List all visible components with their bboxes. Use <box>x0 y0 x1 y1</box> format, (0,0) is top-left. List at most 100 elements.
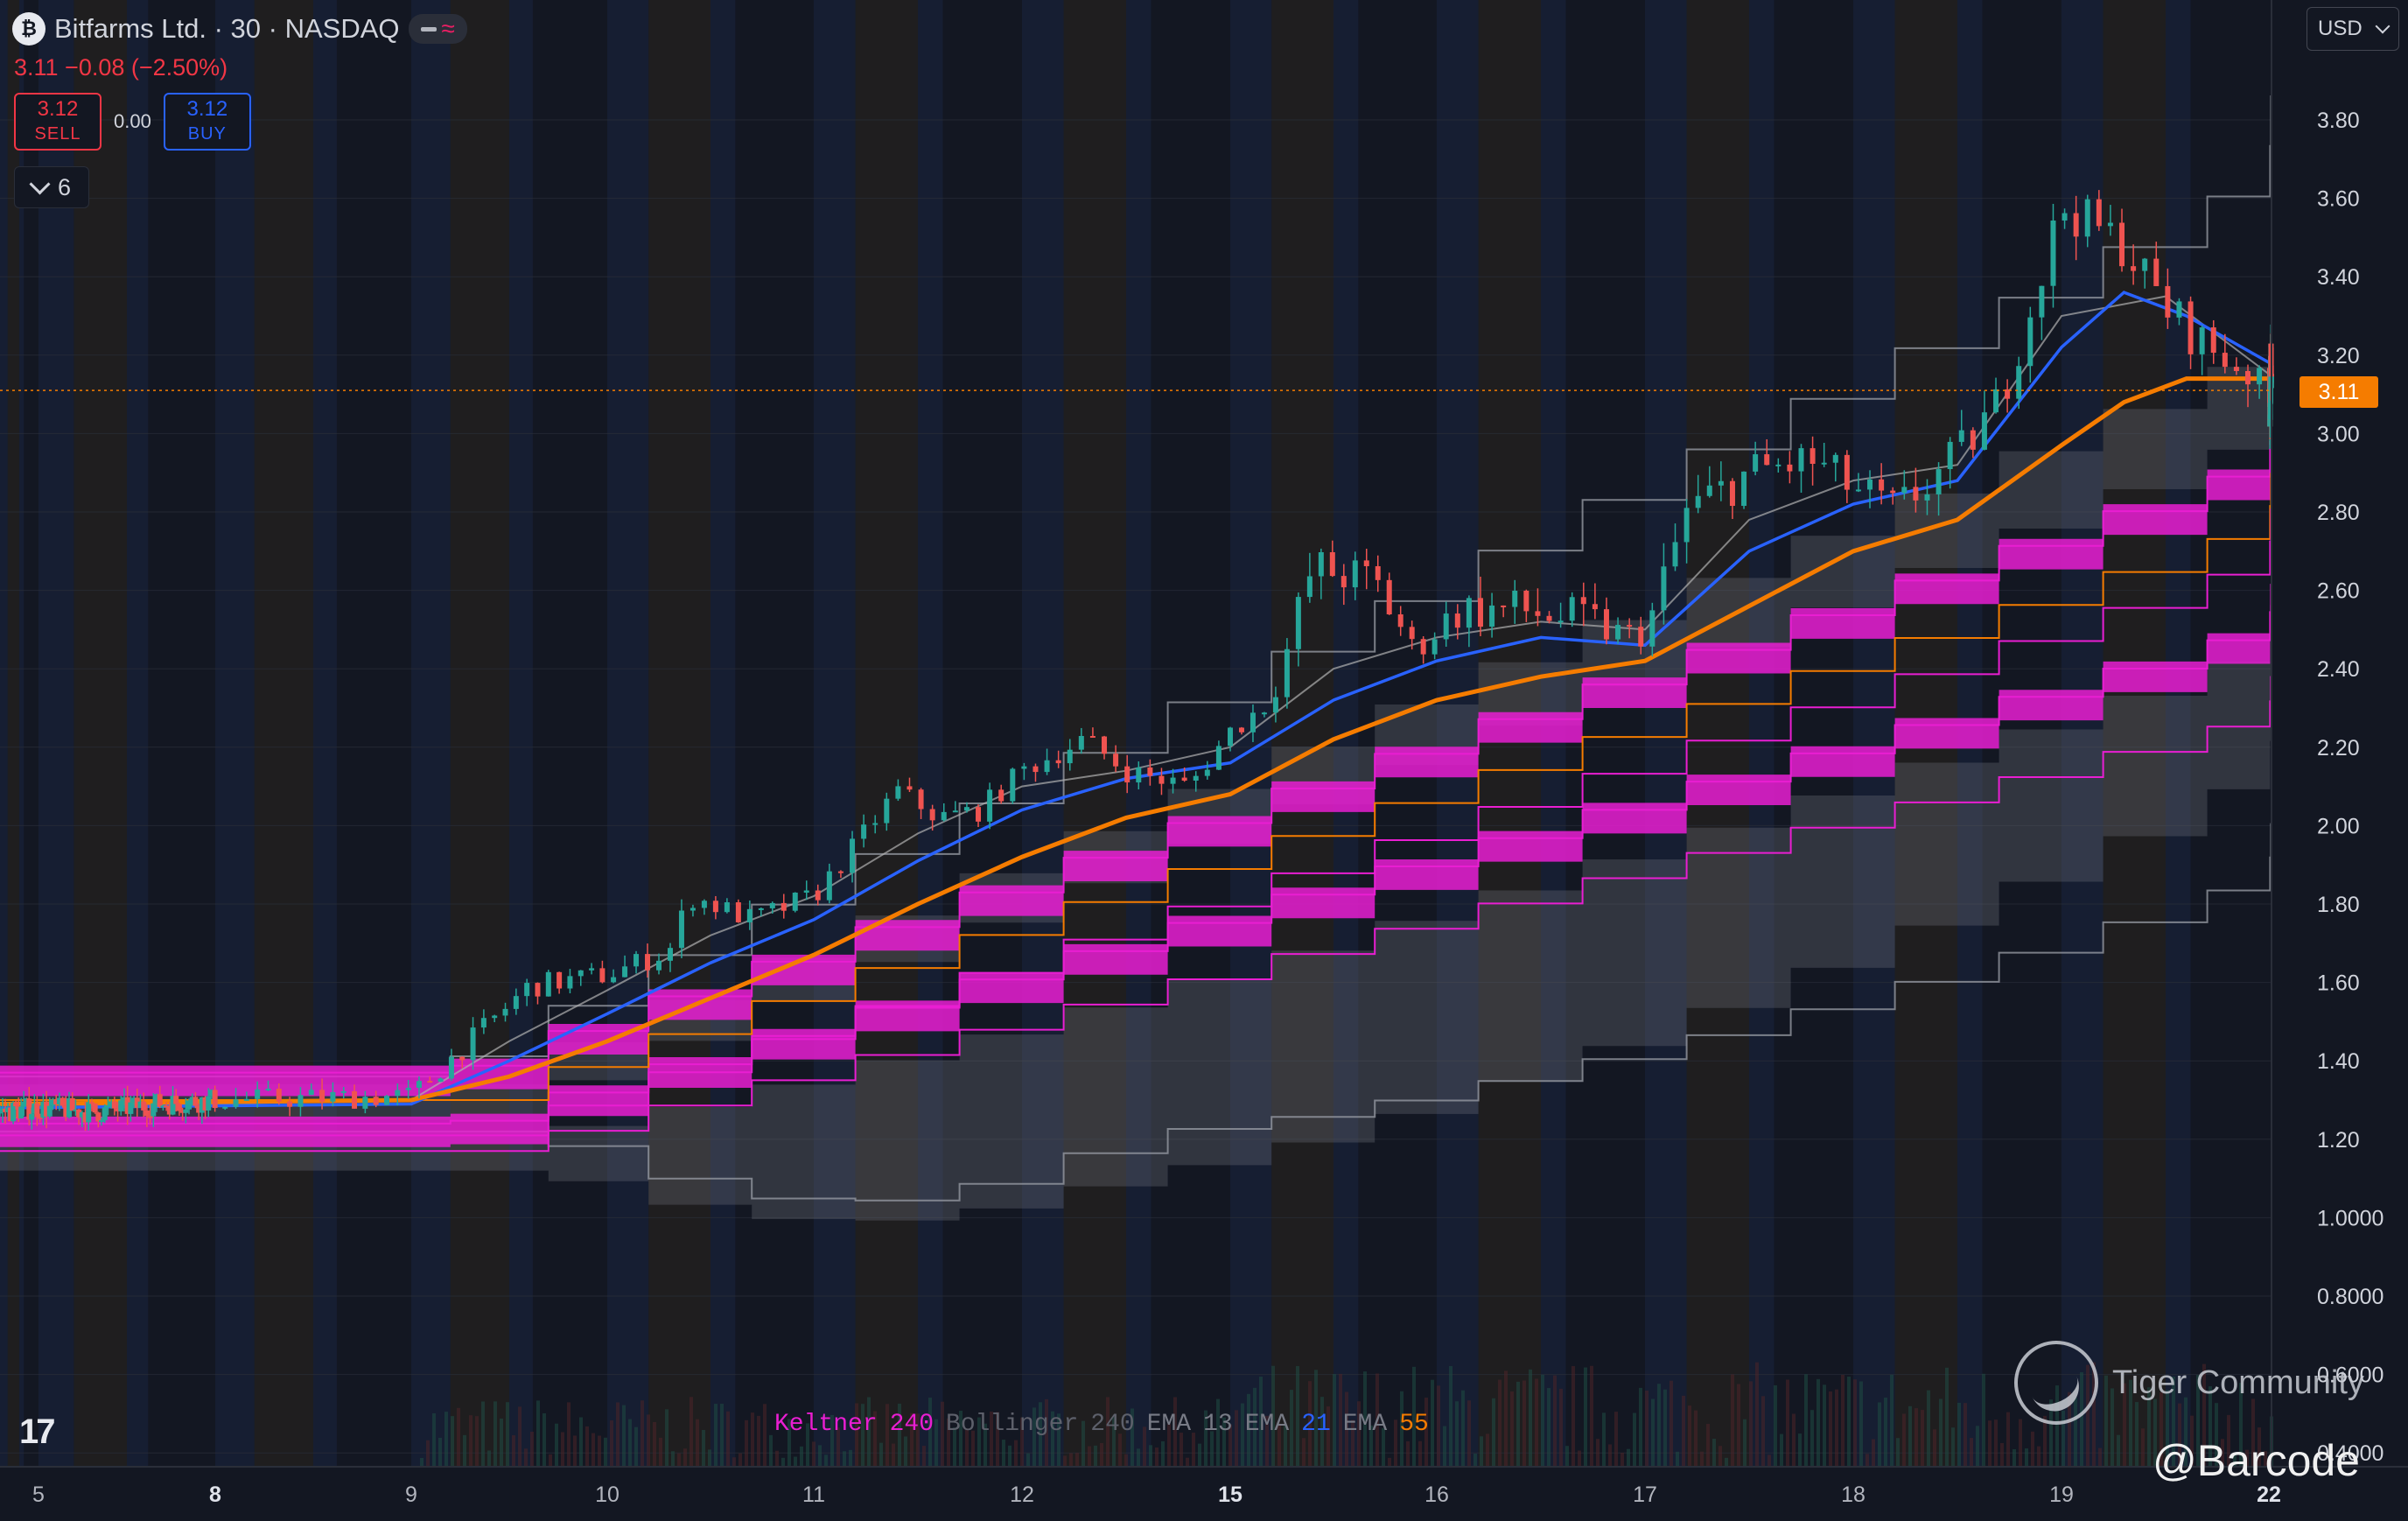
candle-body <box>427 1081 433 1083</box>
legend-indicator-value: 240 <box>1090 1411 1135 1438</box>
candle-body <box>44 1102 50 1117</box>
volume-bar <box>2227 1414 2230 1467</box>
symbol-title[interactable]: Bitfarms Ltd. · 30 · NASDAQ <box>54 13 400 44</box>
last-price-label: 3.11 <box>2300 376 2378 408</box>
volume-bar <box>1449 1365 1452 1467</box>
candle-body <box>63 1105 69 1118</box>
volume-bar <box>1853 1379 1857 1467</box>
volume-bar <box>1424 1398 1428 1467</box>
time-tick-label: 22 <box>2257 1482 2281 1507</box>
volume-bar <box>690 1397 693 1467</box>
candle-body <box>340 1090 346 1093</box>
price-tick-label: 3.60 <box>2317 187 2360 212</box>
candle-body <box>1936 469 1942 494</box>
volume-bar <box>910 1412 914 1467</box>
volume-bar <box>1284 1425 1287 1467</box>
indicators-collapse-button[interactable]: 6 <box>14 166 89 208</box>
volume-bar <box>2202 1363 2206 1467</box>
indicator-toggle-button[interactable]: ≈ <box>408 14 467 44</box>
candle-body <box>1204 769 1210 776</box>
volume-bar <box>1020 1417 1024 1467</box>
session-shade <box>710 0 736 1467</box>
time-tick-label: 12 <box>1010 1482 1034 1507</box>
legend-indicator-name: EMA <box>1244 1411 1290 1438</box>
volume-bar <box>873 1411 877 1467</box>
sell-label: SELL <box>34 124 81 144</box>
trade-panel: 3.12 SELL 0.00 3.12 BUY <box>14 93 251 151</box>
candle-body <box>1021 766 1027 769</box>
volume-bar <box>1749 1381 1753 1467</box>
candle-body <box>111 1101 117 1109</box>
candle-body <box>2233 367 2239 371</box>
volume-bar <box>1057 1413 1060 1467</box>
candle-body <box>963 807 970 811</box>
candle-body <box>1798 448 1804 472</box>
volume-bar <box>990 1411 993 1467</box>
candle-body <box>1147 767 1153 776</box>
volume-bar <box>1706 1424 1710 1467</box>
candle-body <box>308 1090 314 1096</box>
volume-bar <box>1198 1443 1201 1467</box>
sell-button[interactable]: 3.12 SELL <box>14 93 102 151</box>
volume-bar <box>2074 1398 2077 1467</box>
volume-bar <box>579 1417 583 1467</box>
candle-body <box>16 1106 22 1118</box>
volume-bar <box>1933 1429 1936 1467</box>
candle-body <box>611 977 617 983</box>
volume-bar <box>1516 1381 1520 1467</box>
currency-select[interactable]: USD <box>2306 7 2399 51</box>
volume-bar <box>665 1409 668 1467</box>
volume-bar <box>1155 1447 1158 1467</box>
candle-body <box>2165 285 2171 318</box>
volume-bar <box>947 1418 950 1467</box>
volume-bar <box>2006 1412 2010 1467</box>
volume-bar <box>1780 1433 1783 1467</box>
candle-body <box>2073 213 2079 237</box>
volume-bar <box>671 1451 675 1467</box>
volume-bar <box>1045 1398 1048 1467</box>
candle-body <box>50 1099 56 1106</box>
volume-bar <box>928 1398 932 1467</box>
volume-bar <box>2031 1431 2034 1467</box>
candle-body <box>115 1108 121 1111</box>
volume-bar <box>1382 1428 1385 1467</box>
volume-bar <box>1602 1412 1606 1467</box>
volume-bar <box>824 1454 828 1467</box>
session-shade <box>1063 0 1126 1467</box>
volume-bar <box>1253 1387 1256 1467</box>
candle-body <box>1855 489 1861 492</box>
volume-bar <box>1326 1406 1330 1467</box>
session-shade <box>7 0 19 1467</box>
volume-bar <box>2055 1385 2059 1467</box>
candle-body <box>1329 551 1335 577</box>
candle-body <box>26 1098 32 1120</box>
volume-bar <box>800 1446 803 1467</box>
volume-bar <box>855 1403 858 1467</box>
candle-body <box>701 901 707 908</box>
volume-bar <box>426 1440 430 1467</box>
volume-bar <box>1829 1391 1832 1467</box>
tradingview-logo-icon[interactable]: 17 <box>19 1412 55 1451</box>
volume-bar <box>1866 1454 1869 1467</box>
candle-body <box>861 824 867 839</box>
candle-body <box>173 1096 179 1104</box>
volume-bar <box>1051 1411 1054 1467</box>
candle-body <box>1113 753 1119 767</box>
spread-value: 0.00 <box>114 110 151 132</box>
volume-bar <box>1547 1388 1550 1467</box>
watermark-brand: Tiger Community <box>2112 1363 2364 1401</box>
candle-body <box>154 1094 160 1104</box>
volume-bar <box>1620 1452 1624 1467</box>
candle-body <box>998 789 1004 802</box>
candle-body <box>567 976 573 989</box>
volume-bar <box>1627 1448 1630 1467</box>
volume-bar <box>506 1402 509 1467</box>
volume-bar <box>1082 1420 1085 1467</box>
buy-button[interactable]: 3.12 BUY <box>163 93 251 151</box>
volume-bar <box>2129 1379 2132 1467</box>
candle-body <box>255 1089 261 1099</box>
candle-body <box>2119 222 2125 267</box>
symbol-header[interactable]: ₿ Bitfarms Ltd. · 30 · NASDAQ ≈ <box>12 12 467 46</box>
volume-bar <box>941 1401 944 1467</box>
